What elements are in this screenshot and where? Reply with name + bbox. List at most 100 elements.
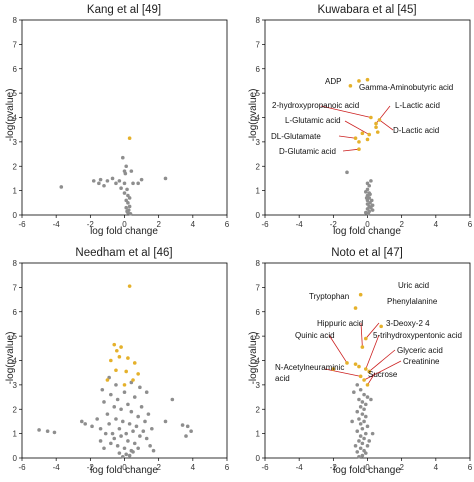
significant-point (377, 118, 382, 122)
data-point (360, 400, 365, 404)
significant-point (357, 140, 361, 144)
axes: -6 -4 -2 0 2 4 6 0 1 2 3 4 5 6 7 8 (256, 259, 473, 472)
significant-point (124, 369, 129, 374)
data-point (97, 181, 101, 186)
y-tick-label: 6 (13, 308, 18, 317)
data-point (363, 190, 368, 194)
significant-point (367, 369, 372, 374)
x-tick-label: 2 (399, 220, 404, 229)
data-point (98, 439, 103, 443)
annotation-arrows (320, 105, 394, 152)
y-tick-label: 8 (256, 259, 261, 268)
data-point (109, 441, 113, 446)
annotation-arrow (338, 135, 356, 139)
y-tick-label: 7 (13, 283, 18, 292)
y-tick-label: 6 (13, 65, 18, 74)
y-tick-label: 0 (256, 211, 261, 220)
data-point (143, 419, 147, 424)
data-point (98, 426, 103, 431)
data-point (357, 417, 361, 421)
data-point (144, 390, 149, 394)
data-point (367, 439, 372, 443)
y-tick-label: 7 (256, 283, 261, 292)
significant-point (353, 306, 358, 310)
data-point (98, 177, 103, 182)
data-point (357, 439, 361, 443)
data-point (369, 179, 373, 183)
data-point (132, 395, 137, 399)
data-point (184, 434, 188, 438)
data-point (180, 423, 185, 427)
x-tick-label: 0 (122, 220, 127, 229)
data-point (122, 191, 127, 195)
data-point (365, 424, 370, 429)
annotation-label: Glyceric acid (397, 346, 443, 355)
x-tick-label: -2 (330, 463, 338, 472)
data-point (363, 451, 368, 455)
annotation-label: 5-trihydroxypentonic acid (373, 331, 462, 340)
significant-point (358, 374, 363, 379)
data-point (360, 441, 365, 446)
annotation-arrow (324, 368, 361, 377)
data-point (370, 203, 375, 208)
annotation-label: 3-Deoxy-2 4 (386, 319, 430, 328)
significant-point (365, 137, 370, 142)
annotation-arrow (365, 322, 380, 339)
data-point (120, 454, 125, 459)
x-tick-label: 0 (365, 220, 370, 229)
annotation-arrow (328, 334, 348, 364)
x-axis-label: log fold change (333, 226, 401, 237)
annotation-label: Sucrose (368, 370, 398, 379)
data-point (110, 431, 115, 436)
data-point (79, 419, 84, 424)
y-tick-label: 0 (256, 454, 261, 463)
panel-noto: Noto et al [47] -6 -4 -2 0 2 4 6 0 1 2 3 4 5 6 7 8 Tryp… (248, 247, 473, 476)
y-tick-label: 8 (13, 259, 18, 268)
data-point (131, 450, 135, 454)
annotation-label: Quinic acid (295, 331, 335, 340)
data-points (345, 77, 382, 216)
data-point (357, 454, 361, 459)
data-point (189, 429, 193, 433)
y-axis-label: -log(pvalue) (248, 89, 259, 142)
data-point (102, 400, 106, 404)
y-tick-label: 4 (256, 114, 261, 123)
significant-point (114, 368, 118, 373)
annotation-arrow (368, 349, 396, 372)
data-point (363, 431, 368, 436)
annotation-label: L-Lactic acid (395, 101, 440, 110)
y-tick-label: 0 (13, 454, 18, 463)
x-tick-label: -2 (87, 220, 95, 229)
data-point (170, 397, 175, 402)
data-point (368, 192, 372, 197)
annotation-label: D-Glutamic acid (279, 147, 336, 156)
data-point (114, 417, 118, 421)
data-point (127, 196, 132, 200)
significant-point (353, 136, 358, 141)
plot-frame (21, 19, 228, 216)
significant-point (358, 292, 363, 297)
y-tick-label: 5 (256, 89, 261, 98)
y-tick-label: 4 (13, 357, 18, 366)
data-point (122, 390, 127, 394)
y-tick-label: 4 (256, 357, 261, 366)
x-tick-label: 4 (191, 463, 196, 472)
data-point (144, 436, 149, 441)
y-tick-label: 2 (256, 162, 261, 171)
data-point (114, 383, 118, 387)
significant-point (345, 361, 349, 365)
data-point (126, 439, 130, 443)
y-tick-label: 3 (13, 381, 18, 390)
significant-point (126, 356, 130, 360)
x-tick-label: -2 (330, 220, 338, 229)
data-point (363, 414, 368, 419)
x-tick-label: -4 (296, 463, 304, 472)
data-point (120, 155, 125, 160)
data-point (355, 450, 360, 454)
significant-point (348, 84, 353, 88)
data-point (110, 176, 115, 181)
annotation-label: D-Lactic acid (393, 126, 439, 135)
significant-point (363, 367, 368, 371)
data-point (119, 186, 123, 190)
data-point (83, 422, 88, 426)
